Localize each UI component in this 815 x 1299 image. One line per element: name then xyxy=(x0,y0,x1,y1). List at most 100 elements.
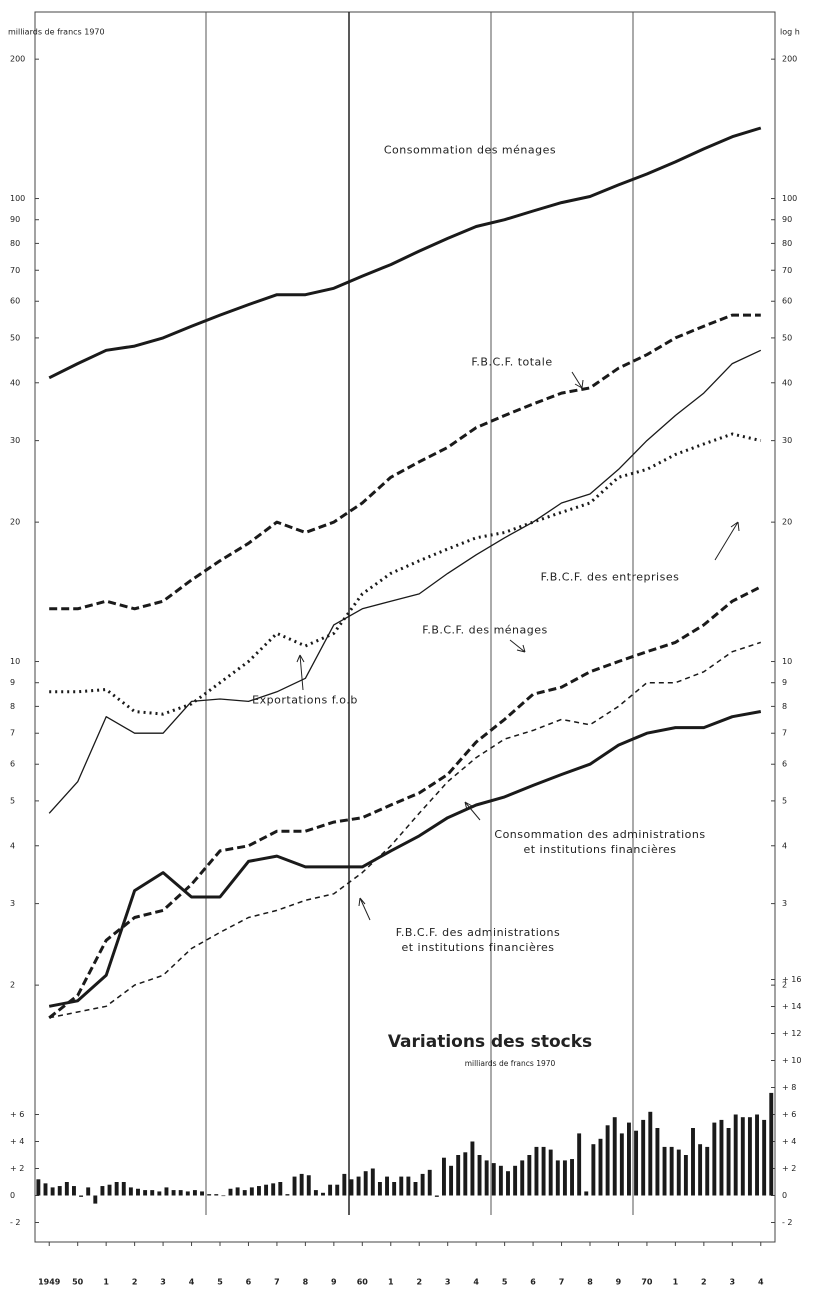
y2-tick-label: + 2 xyxy=(782,1164,796,1173)
y2-tick-label: 3 xyxy=(782,899,787,908)
bar xyxy=(57,1186,62,1196)
arrow xyxy=(714,521,740,561)
bar xyxy=(385,1176,389,1196)
bar xyxy=(100,1186,105,1196)
series-label: F.B.C.F. des administrations et institut… xyxy=(395,926,561,954)
bar xyxy=(498,1165,503,1196)
bar xyxy=(356,1176,361,1196)
x-tick-label: 3 xyxy=(160,1278,166,1287)
bar xyxy=(86,1187,91,1196)
bar xyxy=(292,1176,297,1196)
x-tick-label: 8 xyxy=(303,1278,309,1287)
bar xyxy=(591,1144,596,1196)
y-tick-label: 4 xyxy=(10,841,15,850)
x-tick-label: 7 xyxy=(559,1278,565,1287)
bar xyxy=(257,1186,261,1196)
bar xyxy=(121,1182,126,1196)
x-tick-label: 5 xyxy=(502,1278,508,1287)
bar xyxy=(733,1114,738,1196)
x-tick-label: 4 xyxy=(473,1278,479,1287)
bar xyxy=(463,1152,468,1196)
y2-tick-label: 5 xyxy=(782,796,787,805)
bar xyxy=(128,1187,133,1196)
bar xyxy=(392,1182,397,1196)
y-tick-label: 80 xyxy=(10,239,20,248)
bar xyxy=(299,1173,304,1196)
bar xyxy=(541,1146,546,1196)
x-tick-label: 8 xyxy=(587,1278,593,1287)
y-tick-label: 7 xyxy=(10,729,15,738)
bar xyxy=(228,1188,233,1196)
bar xyxy=(427,1169,432,1196)
bar xyxy=(285,1194,290,1196)
y2-tick-label: 100 xyxy=(782,194,797,203)
series-line xyxy=(48,349,762,814)
y2-tick-label: 20 xyxy=(782,518,792,527)
x-tick-label: 6 xyxy=(530,1278,536,1287)
bar xyxy=(669,1146,674,1196)
y2-tick-label: 80 xyxy=(782,239,792,248)
bar xyxy=(619,1133,624,1196)
bar xyxy=(605,1125,610,1196)
bar xyxy=(136,1188,140,1196)
series-label: F.B.C.F. des entreprises xyxy=(540,570,680,584)
y-tick-label: + 2 xyxy=(10,1164,24,1173)
bar xyxy=(719,1119,724,1196)
y2-tick-label: 60 xyxy=(782,297,792,306)
bar xyxy=(178,1190,183,1196)
x-tick-label: 4 xyxy=(758,1278,764,1287)
y2-tick-label: 40 xyxy=(782,378,792,387)
bar xyxy=(662,1146,667,1196)
series-label: F.B.C.F. totale xyxy=(471,355,553,369)
y2-tick-label: + 6 xyxy=(782,1110,796,1119)
y2-tick-label: 10 xyxy=(782,657,792,666)
series-label: Consommation des administrations et inst… xyxy=(494,828,706,856)
y-tick-label: 2 xyxy=(10,981,15,990)
y2-axis-label: log h xyxy=(780,28,800,37)
x-tick-label: 2 xyxy=(132,1278,138,1287)
bar xyxy=(221,1195,226,1197)
bar xyxy=(634,1130,639,1196)
bar xyxy=(164,1187,169,1196)
arrow xyxy=(358,897,371,921)
arrow xyxy=(509,639,526,653)
bar xyxy=(50,1187,55,1196)
x-tick-label: 1 xyxy=(388,1278,394,1287)
bar xyxy=(683,1155,688,1196)
bar xyxy=(698,1144,703,1196)
series-label: Exportations f.o.b xyxy=(252,693,358,707)
series-line xyxy=(49,313,761,611)
y2-tick-label: 6 xyxy=(782,760,787,769)
y-tick-label: 20 xyxy=(10,518,20,527)
bar xyxy=(762,1119,767,1196)
bar xyxy=(641,1119,646,1196)
bar xyxy=(712,1122,717,1196)
y-tick-label: + 6 xyxy=(10,1110,24,1119)
y-tick-label: 40 xyxy=(10,378,20,387)
bar xyxy=(313,1190,318,1196)
bar xyxy=(64,1182,69,1196)
bar xyxy=(520,1160,525,1196)
y2-tick-label: + 4 xyxy=(782,1137,796,1146)
series-label: Consommation des ménages xyxy=(383,143,557,157)
bar xyxy=(470,1141,475,1196)
x-tick-label: 60 xyxy=(357,1278,369,1287)
bar xyxy=(235,1187,240,1196)
series-line xyxy=(48,585,762,1019)
x-tick-label: 9 xyxy=(331,1278,337,1287)
x-tick-label: 5 xyxy=(217,1278,223,1287)
y-tick-label: 200 xyxy=(10,55,25,64)
bar-title: Variations des stocks xyxy=(388,1032,592,1052)
bar xyxy=(171,1190,176,1196)
bar xyxy=(769,1092,774,1196)
bar xyxy=(406,1176,411,1196)
bar xyxy=(413,1182,418,1196)
bar xyxy=(456,1155,461,1196)
y2-tick-label: 2 xyxy=(782,981,787,990)
bar xyxy=(747,1117,752,1196)
y-axis-label: milliards de francs 1970 xyxy=(8,28,105,37)
bar xyxy=(328,1184,333,1196)
series-line xyxy=(48,126,762,380)
bar xyxy=(584,1191,589,1196)
